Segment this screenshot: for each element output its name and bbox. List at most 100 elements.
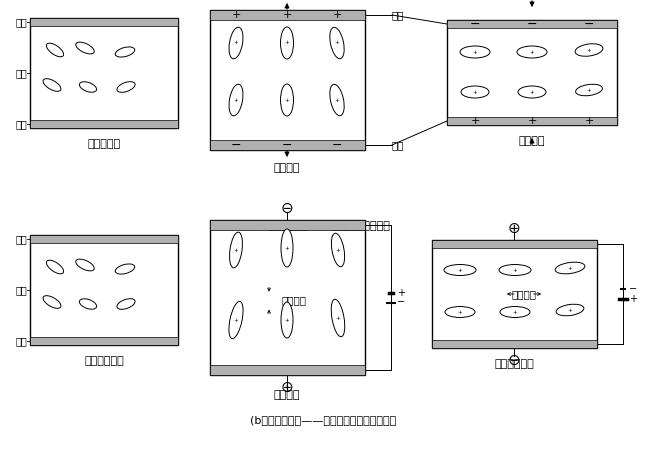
Ellipse shape [330,84,344,116]
Bar [210,10,365,20]
Text: +: + [231,10,241,20]
Text: −: − [397,298,405,308]
Text: 内应张力: 内应张力 [282,295,307,306]
Bar [210,220,365,375]
Text: +: + [470,116,480,126]
Text: 晶体: 晶体 [16,285,27,295]
Ellipse shape [556,304,584,316]
Text: +: + [285,245,289,250]
Ellipse shape [331,233,344,267]
Text: 电极: 电极 [16,17,27,27]
Ellipse shape [79,82,97,92]
Text: +: + [285,41,289,46]
Ellipse shape [461,86,489,98]
Ellipse shape [115,47,135,57]
Text: (a）正压电效应——外力使晶体产生电荷: (a）正压电效应——外力使晶体产生电荷 [256,220,390,230]
Bar [432,340,597,348]
Text: 拉伸外力: 拉伸外力 [274,163,300,173]
Text: +: + [285,318,289,322]
Text: 未加压力时: 未加压力时 [87,139,121,149]
Text: +: + [530,50,534,55]
Text: +: + [513,267,517,272]
Bar [210,220,365,230]
Bar [210,365,365,375]
Bar [210,140,365,150]
Bar [210,10,365,150]
Text: 压缩外力: 压缩外力 [519,136,545,146]
Ellipse shape [555,262,585,274]
Text: −: − [470,18,480,31]
Ellipse shape [281,302,293,338]
Ellipse shape [79,299,97,309]
Ellipse shape [43,78,61,92]
Bar [447,20,617,125]
Ellipse shape [115,264,135,274]
Text: 晶体: 晶体 [16,68,27,78]
Bar [30,235,178,243]
Text: +: + [457,267,463,272]
Ellipse shape [330,28,344,59]
Bar [432,240,597,248]
Text: +: + [282,10,292,20]
Text: (b）逆压电效应——外加电场使晶体产生形变: (b）逆压电效应——外加电场使晶体产生形变 [250,415,396,425]
Text: +: + [587,47,591,52]
Text: 电极: 电极 [16,119,27,129]
Ellipse shape [576,84,602,96]
Text: −: − [231,138,241,152]
Ellipse shape [47,260,63,274]
Bar [447,20,617,28]
Ellipse shape [280,27,293,59]
Text: 外加反向电场: 外加反向电场 [494,359,534,369]
Ellipse shape [76,42,94,54]
Ellipse shape [229,84,243,116]
Text: +: + [473,89,477,95]
Text: 未施加电场时: 未施加电场时 [84,356,124,366]
Text: +: + [285,97,289,102]
Bar [30,120,178,128]
Text: 电极: 电极 [16,234,27,244]
Text: 电极: 电极 [16,336,27,346]
Text: +: + [234,41,238,46]
Ellipse shape [229,232,242,268]
Ellipse shape [76,259,94,271]
Text: +: + [336,316,340,321]
Text: +: + [457,309,463,314]
Ellipse shape [517,46,547,58]
Bar [30,337,178,345]
Ellipse shape [575,44,603,56]
Text: +: + [527,116,537,126]
Text: ⊖: ⊖ [280,201,293,216]
Ellipse shape [280,84,293,116]
Text: 外加电场: 外加电场 [274,390,300,400]
Ellipse shape [229,27,243,59]
Text: 电荷: 电荷 [392,140,404,150]
Text: +: + [335,97,339,102]
Text: +: + [629,294,637,304]
Text: +: + [234,248,238,253]
Text: +: + [473,50,477,55]
Ellipse shape [331,299,345,337]
Text: +: + [234,97,238,102]
Ellipse shape [444,264,476,276]
Ellipse shape [445,307,475,318]
Text: ⊕: ⊕ [508,221,521,235]
Text: −: − [584,18,594,31]
Bar [447,117,617,125]
Ellipse shape [229,301,243,339]
Text: ⊕: ⊕ [280,379,293,395]
Ellipse shape [117,82,135,92]
Text: +: + [568,266,572,271]
Ellipse shape [117,299,135,309]
Ellipse shape [47,43,63,57]
Text: 内应缩力: 内应缩力 [512,289,536,299]
Bar [30,18,178,128]
Ellipse shape [499,264,531,276]
Text: −: − [629,284,637,294]
Text: +: + [397,287,405,298]
Text: +: + [585,116,594,126]
Text: +: + [332,10,342,20]
Text: +: + [335,41,339,46]
Ellipse shape [281,229,293,267]
Text: −: − [282,138,292,152]
Bar [432,240,597,348]
